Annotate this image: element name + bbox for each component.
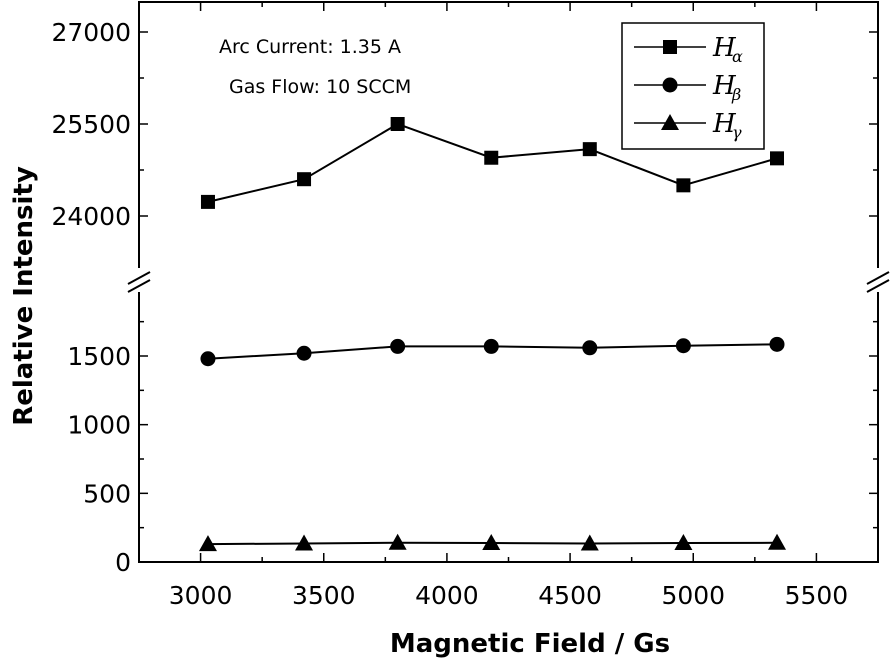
x-tick-label: 5500: [785, 581, 849, 610]
data-point-circle: [390, 338, 406, 354]
series-layer: [198, 117, 787, 552]
y-tick-label: 24000: [51, 202, 131, 231]
y-tick-label: 1500: [67, 342, 131, 371]
data-point-square: [676, 178, 691, 193]
legend-label: H: [712, 71, 737, 101]
legend-subscript: α: [732, 47, 743, 66]
legend-marker-circle: [662, 77, 678, 93]
data-point-triangle: [768, 533, 787, 550]
data-point-triangle: [198, 535, 217, 552]
data-point-square: [484, 150, 499, 165]
data-point-circle: [483, 338, 499, 354]
y-tick-label: 25500: [51, 110, 131, 139]
axis-break-right: [866, 268, 890, 293]
data-point-circle: [582, 340, 598, 356]
data-point-triangle: [295, 534, 314, 551]
data-point-circle: [200, 351, 216, 367]
x-tick-label: 3000: [169, 581, 233, 610]
tick-labels: 3000 3500 4000 4500 5000 5500 24000 25500 27000 0…: [51, 18, 848, 610]
x-axis-title: Magnetic Field / Gs: [390, 629, 670, 659]
data-point-square: [770, 151, 785, 166]
data-point-triangle: [674, 534, 693, 551]
y-tick-label: 1000: [67, 411, 131, 440]
legend-box: [621, 22, 765, 150]
legend-subscript: β: [731, 85, 741, 104]
legend-marker-triangle: [661, 114, 679, 130]
x-tick-label: 4500: [538, 581, 602, 610]
x-tick-label: 5000: [661, 581, 725, 610]
annotation-arc-current: Arc Current: 1.35 A: [219, 36, 401, 58]
data-point-circle: [296, 345, 312, 361]
data-point-square: [297, 172, 312, 187]
data-point-square: [390, 117, 405, 131]
data-point-triangle: [388, 533, 407, 550]
legend-marker-square: [663, 40, 677, 54]
axis-break-left: [127, 268, 151, 293]
ticks: [139, 2, 878, 562]
x-tick-label: 4000: [415, 581, 479, 610]
annotation-gas-flow: Gas Flow: 10 SCCM: [229, 76, 411, 98]
data-point-square: [200, 194, 215, 209]
data-point-circle: [769, 336, 785, 352]
y-tick-label: 0: [115, 548, 131, 577]
x-tick-label: 3500: [292, 581, 356, 610]
data-point-triangle: [482, 534, 501, 551]
y-axis-title: Relative Intensity: [9, 166, 39, 426]
data-point-square: [582, 142, 597, 157]
y-tick-label: 500: [83, 479, 131, 508]
data-point-triangle: [580, 534, 599, 551]
y-tick-label: 27000: [51, 18, 131, 47]
legend-label: H: [712, 109, 737, 139]
legend-subscript: γ: [732, 123, 742, 142]
data-point-circle: [675, 338, 691, 354]
legend-label: H: [712, 33, 737, 63]
